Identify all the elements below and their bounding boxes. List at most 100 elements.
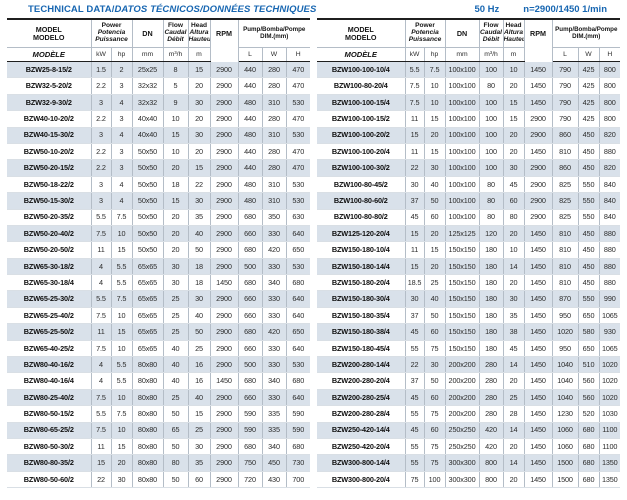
table-row: BZW80-40-16/4 4 5.5 80x80 40 16 1450 680 340 680 <box>7 372 311 390</box>
value-cell: 950 <box>552 307 579 325</box>
table-row: BZW65-25-50/2 11 15 65x65 25 50 2900 680 420 650 <box>7 323 311 341</box>
value-cell: 500 <box>238 258 263 276</box>
value-cell: 15 <box>163 192 189 210</box>
value-cell: 470 <box>286 110 311 128</box>
value-cell: 38 <box>503 323 525 341</box>
value-cell: 65 <box>163 422 189 439</box>
value-cell: 30 <box>503 290 525 308</box>
table-row: BZW150-180-14/4 15 20 150x150 180 14 1450 810 45… <box>317 258 621 276</box>
value-cell: 11 <box>405 143 425 161</box>
value-cell: 30 <box>188 438 211 456</box>
value-cell: 480 <box>238 127 263 144</box>
value-cell: 330 <box>262 225 287 243</box>
value-cell: 1450 <box>210 274 239 292</box>
value-cell: 330 <box>262 340 287 358</box>
value-cell: 2900 <box>524 176 553 194</box>
table-row: BZW80-25-40/2 7.5 10 80x80 25 40 2900 660 330 640 <box>7 389 311 407</box>
value-cell: 15 <box>188 159 211 177</box>
table-row: BZW25-8-15/2 1.5 2 25x25 8 15 2900 440 280 470 <box>7 61 311 79</box>
value-cell: 450 <box>578 143 600 161</box>
value-cell: 280 <box>479 405 504 423</box>
table-body: BZW100-100-10/4 5.5 7.5 100x100 100 10 1450 790… <box>317 61 621 489</box>
model-cell: BZW200-280-25/4 <box>317 389 406 407</box>
value-cell: 80x80 <box>132 356 164 374</box>
value-cell: 20 <box>188 110 211 128</box>
value-cell: 15 <box>424 241 446 259</box>
value-cell: 680 <box>238 438 263 456</box>
value-cell: 720 <box>238 471 263 489</box>
value-cell: 100 <box>479 110 504 128</box>
value-cell: 11 <box>405 241 425 259</box>
model-cell: BZW80-40-16/2 <box>7 356 92 374</box>
value-cell: 810 <box>552 225 579 243</box>
table-row: BZW80-50-30/2 11 15 80x80 50 30 2900 680 340 680 <box>7 438 311 456</box>
value-cell: 14 <box>503 422 525 439</box>
value-cell: 425 <box>578 94 600 112</box>
value-cell: 335 <box>262 405 287 423</box>
value-cell: 1040 <box>552 389 579 407</box>
value-cell: 30 <box>163 274 189 292</box>
value-cell: 2900 <box>210 340 239 358</box>
table-row: BZW300-800-14/4 55 75 300x300 800 14 1450 1500 6… <box>317 454 621 472</box>
value-cell: 800 <box>599 110 621 128</box>
value-cell: 825 <box>552 192 579 210</box>
value-cell: 1020 <box>599 356 621 374</box>
table-row: BZW65-25-40/2 7.5 10 65x65 25 40 2900 660 330 640 <box>7 307 311 325</box>
value-cell: 30 <box>503 159 525 177</box>
table-row: BZW80-65-25/2 7.5 10 80x80 65 25 2900 590 335 590 <box>7 422 311 439</box>
table-row: BZW200-280-20/4 37 50 200x200 280 20 1450 1040 5… <box>317 372 621 390</box>
value-cell: 50 <box>424 307 446 325</box>
value-cell: 550 <box>578 192 600 210</box>
value-cell: 280 <box>262 110 287 128</box>
value-cell: 20 <box>503 143 525 161</box>
value-cell: 180 <box>479 258 504 276</box>
value-cell: 20 <box>163 159 189 177</box>
value-cell: 4 <box>91 274 112 292</box>
table-row: BZW150-180-10/4 11 15 150x150 180 10 1450 810 45… <box>317 241 621 259</box>
value-cell: 100 <box>479 143 504 161</box>
value-cell: 880 <box>599 143 621 161</box>
value-cell: 450 <box>578 241 600 259</box>
table-row: BZW50-15-30/2 3 4 50x50 15 30 2900 480 310 530 <box>7 192 311 210</box>
value-cell: 1450 <box>524 389 553 407</box>
table-row: BZW50-20-35/2 5.5 7.5 50x50 20 35 2900 680 350 63… <box>7 209 311 226</box>
value-cell: 2900 <box>210 323 239 341</box>
value-cell: 510 <box>578 356 600 374</box>
value-cell: 280 <box>262 143 287 161</box>
value-cell: 2900 <box>210 438 239 456</box>
value-cell: 50 <box>188 323 211 341</box>
value-cell: 4 <box>111 127 133 144</box>
value-cell: 10 <box>111 340 133 358</box>
value-cell: 20 <box>111 454 133 472</box>
model-cell: BZW65-25-30/2 <box>7 290 92 308</box>
value-cell: 30 <box>405 290 425 308</box>
value-cell: 25 <box>503 389 525 407</box>
value-cell: 280 <box>479 389 504 407</box>
table-row: BZW100-80-20/4 7.5 10 100x100 80 20 1450 790 425… <box>317 77 621 95</box>
value-cell: 10 <box>424 94 446 112</box>
model-cell: BZW100-80-80/2 <box>317 209 406 226</box>
value-cell: 640 <box>286 225 311 243</box>
value-cell: 15 <box>111 241 133 259</box>
value-cell: 1065 <box>599 340 621 358</box>
value-cell: 3 <box>111 110 133 128</box>
value-cell: 4 <box>91 372 112 390</box>
value-cell: 10 <box>111 225 133 243</box>
value-cell: 800 <box>479 454 504 472</box>
value-cell: 1020 <box>599 389 621 407</box>
value-cell: 640 <box>286 307 311 325</box>
value-cell: 45 <box>405 422 425 439</box>
value-cell: 1450 <box>524 372 553 390</box>
value-cell: 450 <box>578 274 600 292</box>
value-cell: 45 <box>405 209 425 226</box>
table-row: BZW200-280-25/4 45 60 200x200 280 25 1450 1040 5… <box>317 389 621 407</box>
value-cell: 1450 <box>524 274 553 292</box>
value-cell: 470 <box>286 143 311 161</box>
value-cell: 590 <box>286 422 311 439</box>
value-cell: 425 <box>578 110 600 128</box>
value-cell: 880 <box>599 274 621 292</box>
value-cell: 3 <box>111 159 133 177</box>
value-cell: 2900 <box>524 159 553 177</box>
model-cell: BZW150-180-38/4 <box>317 323 406 341</box>
value-cell: 40x40 <box>132 127 164 144</box>
